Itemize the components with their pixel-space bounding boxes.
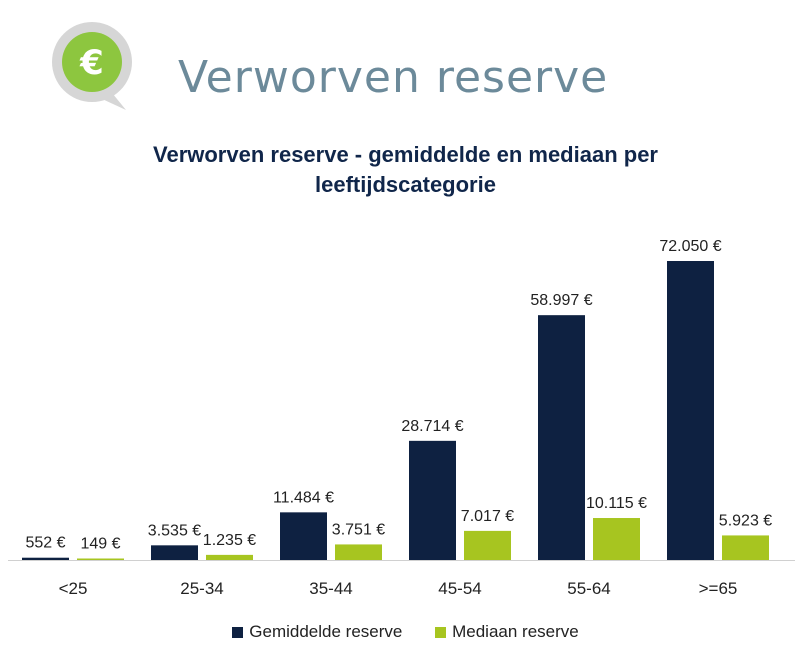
- data-label-gemiddelde-0: 552 €: [25, 535, 65, 552]
- chart-title-line-2: leeftijdscategorie: [315, 172, 496, 197]
- data-label-mediaan-4: 10.115 €: [586, 495, 647, 512]
- bar-mediaan-4: [593, 518, 640, 560]
- data-label-mediaan-0: 149 €: [80, 536, 120, 553]
- x-tick-label-1: 25-34: [180, 579, 223, 598]
- x-tick-label-5: >=65: [699, 579, 738, 598]
- bar-gemiddelde-1: [151, 545, 198, 560]
- bar-gemiddelde-3: [409, 440, 456, 560]
- bar-gemiddelde-2: [280, 512, 327, 560]
- page-title: Verworven reserve: [178, 52, 609, 103]
- data-label-gemiddelde-3: 28.714 €: [401, 418, 463, 435]
- legend-label-mediaan: Mediaan reserve: [452, 622, 579, 641]
- legend-label-gemiddelde: Gemiddelde reserve: [249, 622, 403, 641]
- bar-mediaan-1: [206, 554, 253, 560]
- x-tick-label-4: 55-64: [567, 579, 610, 598]
- chart-title-line-1: Verworven reserve - gemiddelde en mediaa…: [153, 142, 658, 167]
- bar-gemiddelde-0: [22, 557, 69, 560]
- x-tick-label-3: 45-54: [438, 579, 481, 598]
- chart-title: Verworven reserve - gemiddelde en mediaa…: [0, 140, 811, 200]
- euro-symbol: €: [79, 43, 104, 83]
- bar-gemiddelde-4: [538, 315, 585, 560]
- legend-item-mediaan: Mediaan reserve: [435, 622, 579, 642]
- legend-swatch-gemiddelde: [232, 626, 244, 638]
- x-tick-label-2: 35-44: [309, 579, 352, 598]
- legend-swatch-mediaan: [435, 626, 447, 638]
- data-label-mediaan-2: 3.751 €: [332, 521, 385, 538]
- data-label-mediaan-1: 1.235 €: [203, 532, 256, 549]
- data-label-gemiddelde-1: 3.535 €: [148, 522, 201, 539]
- chart-legend: Gemiddelde reserve Mediaan reserve: [0, 622, 811, 643]
- bar-mediaan-5: [722, 535, 769, 560]
- euro-logo-icon: €: [52, 22, 132, 110]
- data-label-gemiddelde-5: 72.050 €: [659, 238, 721, 255]
- data-label-mediaan-5: 5.923 €: [719, 512, 772, 529]
- data-label-gemiddelde-2: 11.484 €: [273, 489, 334, 506]
- bar-gemiddelde-5: [667, 261, 714, 560]
- data-label-mediaan-3: 7.017 €: [461, 508, 514, 525]
- x-tick-label-0: <25: [59, 579, 88, 598]
- legend-item-gemiddelde: Gemiddelde reserve: [232, 622, 402, 642]
- data-label-gemiddelde-4: 58.997 €: [530, 292, 592, 309]
- bar-mediaan-2: [335, 544, 382, 560]
- bar-mediaan-0: [77, 558, 124, 560]
- bar-mediaan-3: [464, 530, 511, 560]
